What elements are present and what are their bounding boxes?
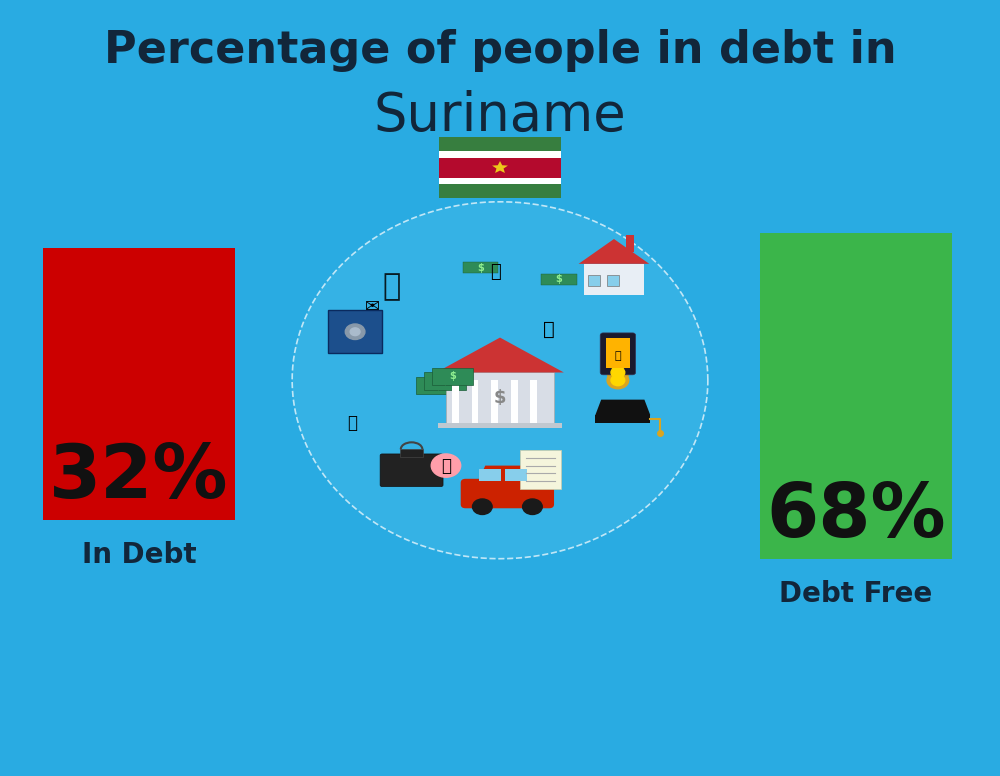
Text: 🔒: 🔒: [348, 414, 358, 432]
Polygon shape: [595, 400, 650, 415]
Circle shape: [431, 454, 461, 477]
Bar: [438, 423, 562, 428]
FancyBboxPatch shape: [461, 479, 554, 508]
Bar: [416, 377, 458, 394]
Bar: [511, 380, 518, 423]
Text: $: $: [442, 376, 448, 386]
Bar: [424, 372, 466, 390]
Ellipse shape: [292, 202, 708, 559]
Circle shape: [345, 324, 365, 339]
Bar: [588, 275, 600, 286]
Bar: [491, 380, 498, 423]
Text: 🔑: 🔑: [543, 320, 555, 339]
Bar: [472, 380, 478, 423]
Text: 32%: 32%: [49, 441, 229, 514]
Text: $: $: [449, 372, 456, 381]
Polygon shape: [477, 466, 536, 483]
Text: $: $: [494, 389, 506, 407]
Text: 🦅: 🦅: [383, 272, 401, 302]
Text: Debt Free: Debt Free: [779, 580, 933, 608]
Text: ✉️: ✉️: [365, 297, 380, 316]
Circle shape: [607, 372, 629, 389]
Circle shape: [523, 499, 542, 514]
Bar: [439, 178, 561, 185]
Text: Percentage of people in debt in: Percentage of people in debt in: [104, 29, 896, 72]
Bar: [439, 158, 561, 178]
Bar: [463, 262, 498, 273]
Text: 🏛: 🏛: [615, 351, 621, 361]
Text: Suriname: Suriname: [374, 90, 626, 143]
Bar: [626, 235, 634, 252]
Bar: [43, 248, 235, 520]
Circle shape: [607, 364, 629, 381]
Bar: [760, 233, 952, 559]
Text: In Debt: In Debt: [82, 541, 196, 569]
Text: $: $: [477, 263, 484, 272]
Bar: [432, 368, 473, 385]
Circle shape: [607, 356, 629, 373]
Bar: [520, 450, 561, 489]
Bar: [606, 338, 630, 368]
FancyBboxPatch shape: [600, 333, 636, 375]
Circle shape: [611, 375, 625, 386]
Bar: [530, 380, 537, 423]
Bar: [479, 469, 501, 481]
Bar: [607, 275, 619, 286]
Bar: [595, 415, 650, 423]
Text: 68%: 68%: [766, 480, 946, 553]
Text: 🐷: 🐷: [441, 456, 451, 475]
Bar: [439, 185, 561, 198]
Bar: [328, 310, 382, 353]
Bar: [541, 274, 577, 285]
Bar: [400, 449, 423, 457]
Circle shape: [611, 359, 625, 370]
Circle shape: [611, 367, 625, 378]
Text: $: $: [434, 381, 441, 390]
Bar: [446, 372, 554, 423]
PathPatch shape: [492, 161, 508, 173]
Text: $: $: [556, 275, 562, 284]
Circle shape: [611, 352, 625, 362]
Polygon shape: [579, 239, 649, 264]
Bar: [505, 469, 527, 481]
Bar: [584, 264, 644, 295]
Bar: [452, 380, 459, 423]
Circle shape: [350, 327, 360, 335]
Bar: [439, 137, 561, 151]
Polygon shape: [436, 338, 564, 372]
Circle shape: [472, 499, 492, 514]
Bar: [439, 151, 561, 158]
Circle shape: [607, 348, 629, 365]
FancyBboxPatch shape: [380, 454, 443, 487]
Text: 🧮: 🧮: [490, 262, 500, 281]
